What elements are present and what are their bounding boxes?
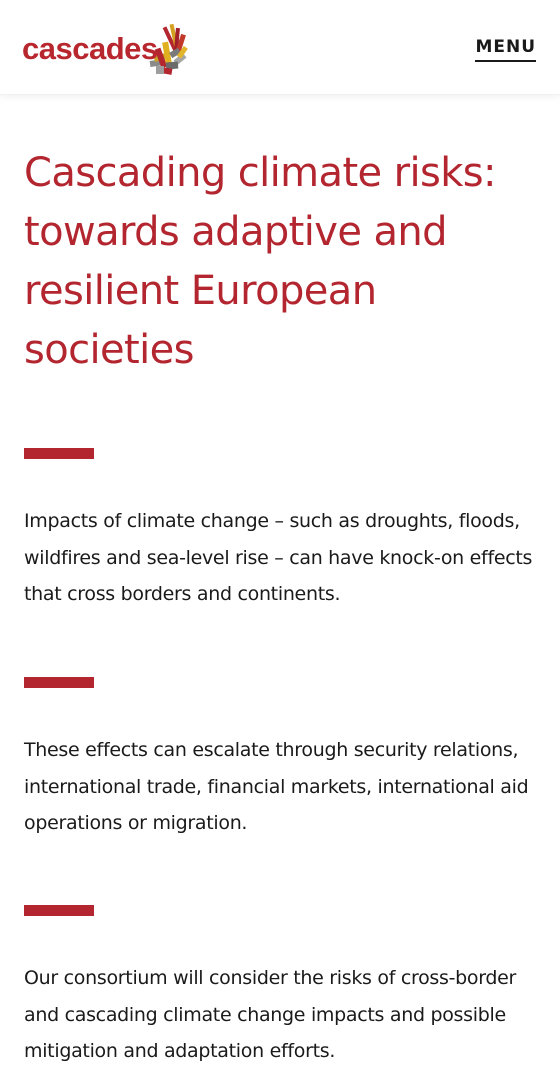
intro-paragraph: These effects can escalate through secur… [24, 739, 529, 834]
intro-paragraph: Our consortium will consider the risks o… [24, 967, 517, 1062]
red-divider-bar [24, 448, 94, 459]
red-divider-bar [24, 677, 94, 688]
intro-block-3: Our consortium will consider the risks o… [24, 905, 536, 1070]
red-divider-bar [24, 905, 94, 916]
menu-button[interactable]: MENU [475, 38, 536, 62]
site-logo-link[interactable]: cascades [22, 16, 190, 80]
logo-wordmark: cascades [22, 30, 158, 66]
intro-paragraph: Impacts of climate change – such as drou… [24, 510, 533, 605]
page-title: Cascading climate risks: towards adaptiv… [24, 150, 497, 373]
intro-block-1: Impacts of climate change – such as drou… [24, 448, 536, 613]
cascading-blocks-logo-icon [144, 16, 190, 80]
intro-block-2: These effects can escalate through secur… [24, 677, 536, 842]
site-header: cascades [0, 0, 560, 95]
